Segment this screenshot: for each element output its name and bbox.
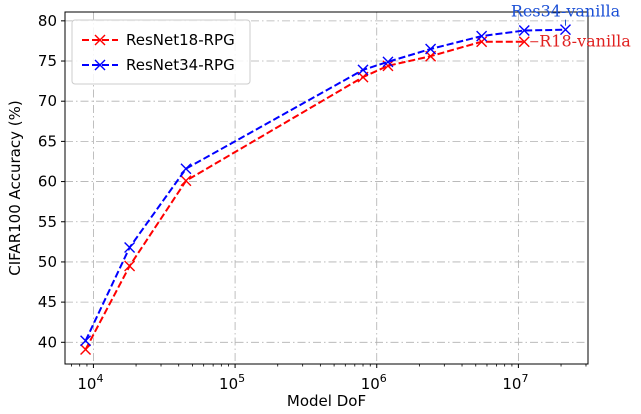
marker-stroke	[180, 163, 192, 175]
annotation-label: Res34-vanilla	[511, 2, 621, 21]
legend-entry: ResNet34-RPG	[82, 56, 235, 74]
marker-stroke	[476, 36, 488, 48]
x-tick-label: 104	[77, 372, 103, 393]
marker-stroke	[518, 24, 530, 36]
data-point	[425, 43, 437, 55]
marker-stroke	[180, 175, 192, 187]
x-tick-label: 106	[361, 372, 387, 393]
series-0	[80, 36, 530, 356]
data-point	[180, 163, 192, 175]
series-1	[80, 24, 571, 347]
y-tick-label: 50	[38, 253, 57, 271]
annotation-label: R18-vanilla	[539, 32, 631, 51]
data-point	[518, 24, 530, 36]
axis-ticks: 40 45 50 55 60 65 70 75 80 104 105 106 107	[38, 12, 587, 393]
marker-stroke	[518, 36, 530, 48]
x-axis-label: Model DoF	[287, 392, 366, 410]
data-point	[518, 36, 530, 48]
legend-marker	[94, 34, 106, 46]
y-tick-label: 45	[38, 293, 57, 311]
data-point	[180, 175, 192, 187]
series-line	[84, 28, 566, 342]
plot-frame	[64, 11, 589, 365]
y-tick-label: 60	[38, 173, 57, 191]
marker-stroke	[476, 30, 488, 42]
data-point	[476, 30, 488, 42]
legend-entry: ResNet18-RPG	[82, 31, 235, 49]
legend-label: ResNet34-RPG	[126, 56, 235, 74]
y-tick-label: 55	[38, 213, 57, 231]
legend: ResNet18-RPG ResNet34-RPG	[71, 19, 251, 85]
marker-stroke	[425, 43, 437, 55]
y-axis-label: CIFAR100 Accuracy (%)	[6, 100, 24, 275]
marker-stroke	[80, 344, 92, 356]
y-tick-label: 40	[38, 333, 57, 351]
marker-stroke	[357, 64, 369, 76]
x-tick-label: 105	[219, 372, 245, 393]
data-point	[476, 36, 488, 48]
x-tick-label: 107	[502, 372, 528, 393]
data-point	[124, 260, 136, 272]
data-point	[382, 56, 394, 68]
y-tick-label: 75	[38, 52, 57, 70]
marker-stroke	[124, 241, 136, 253]
data-point	[559, 24, 571, 36]
data-point	[124, 241, 136, 253]
data-point	[357, 64, 369, 76]
y-tick-label: 65	[38, 132, 57, 150]
marker-stroke	[80, 335, 92, 347]
series-line	[84, 40, 525, 350]
legend-box	[71, 19, 251, 85]
y-tick-label: 70	[38, 92, 57, 110]
y-tick-label: 80	[38, 12, 57, 30]
marker-stroke	[559, 24, 571, 36]
data-point	[80, 344, 92, 356]
marker-stroke	[382, 60, 394, 72]
marker-stroke	[382, 56, 394, 68]
annotations: Res34-vanilla R18-vanilla	[511, 2, 631, 51]
marker-stroke	[124, 260, 136, 272]
marker-stroke	[94, 34, 106, 46]
data-point	[80, 335, 92, 347]
legend-marker	[94, 59, 106, 71]
marker-stroke	[94, 59, 106, 71]
series-layer	[80, 24, 571, 356]
legend-label: ResNet18-RPG	[126, 31, 235, 49]
